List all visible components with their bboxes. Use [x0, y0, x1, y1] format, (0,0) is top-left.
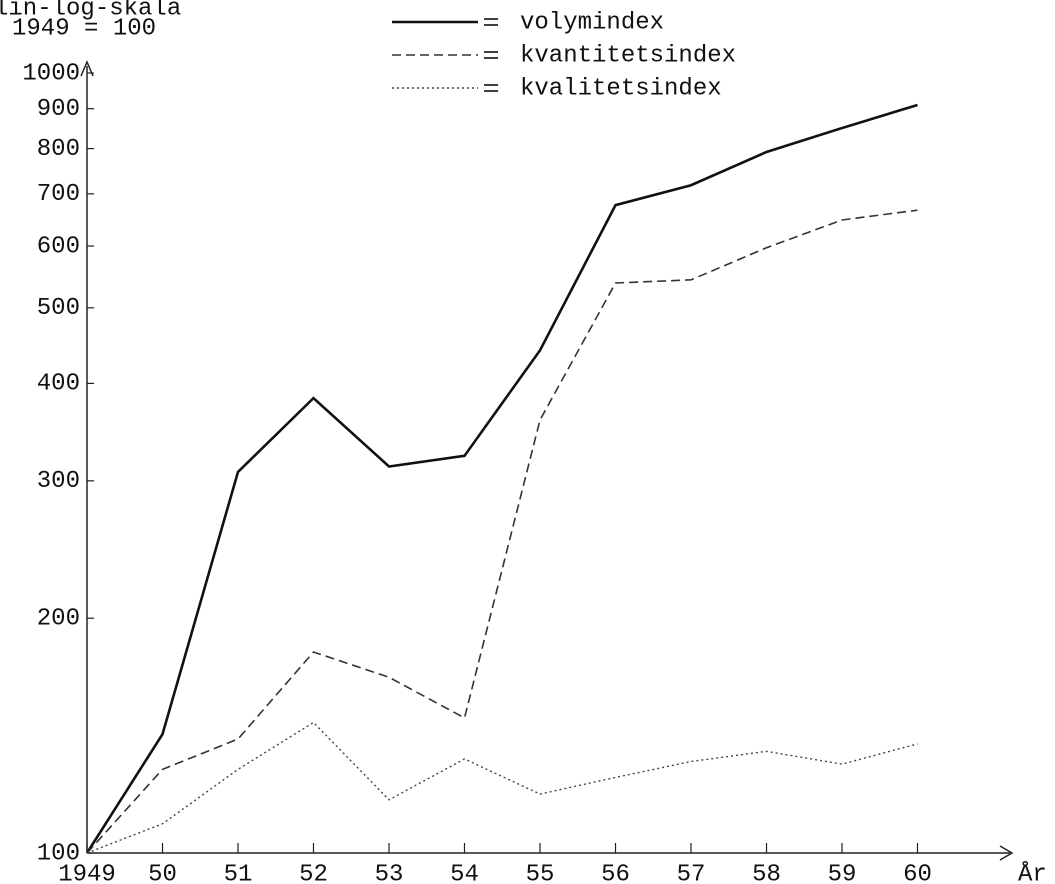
line-series: [85, 103, 918, 854]
x-tick-label: 57: [677, 861, 706, 884]
y-axis-arrow: [80, 60, 94, 77]
y-tick-label: 900: [37, 96, 80, 123]
y-tick-label: 500: [37, 295, 80, 322]
x-tick-label: 52: [299, 861, 328, 884]
axis-note: 1949 = 100: [12, 15, 156, 42]
line-series: [86, 209, 918, 854]
x-tick-label: 51: [224, 861, 253, 884]
x-tick-label: 1949: [58, 861, 116, 884]
y-tick-label: 800: [37, 136, 80, 163]
x-axis-arrow: [999, 845, 1014, 861]
x-tick-label: 54: [450, 861, 479, 884]
y-tick-label: 400: [37, 371, 80, 398]
x-tick-label: 55: [526, 861, 555, 884]
line-series: [86, 721, 918, 854]
y-tick-label: 600: [37, 233, 80, 260]
legend-label: kvantitetsindex: [520, 42, 736, 69]
y-tick-label: 100: [37, 840, 80, 867]
x-tick-label: 50: [148, 861, 177, 884]
legend-label: kvalitetsindex: [520, 75, 722, 102]
x-tick-label: 58: [752, 861, 781, 884]
x-tick-label: 56: [601, 861, 630, 884]
x-axis-label: År: [1018, 860, 1047, 884]
y-tick-label: 300: [37, 468, 80, 495]
axis-note: lin-log-skala: [0, 0, 181, 22]
x-tick-label: 59: [828, 861, 857, 884]
legend-label: volymindex: [520, 9, 664, 36]
y-tick-label: 700: [37, 181, 80, 208]
y-tick-label: 200: [37, 606, 80, 633]
y-tick-label: 1000: [22, 60, 80, 87]
x-tick-label: 60: [903, 861, 932, 884]
x-tick-label: 53: [375, 861, 404, 884]
